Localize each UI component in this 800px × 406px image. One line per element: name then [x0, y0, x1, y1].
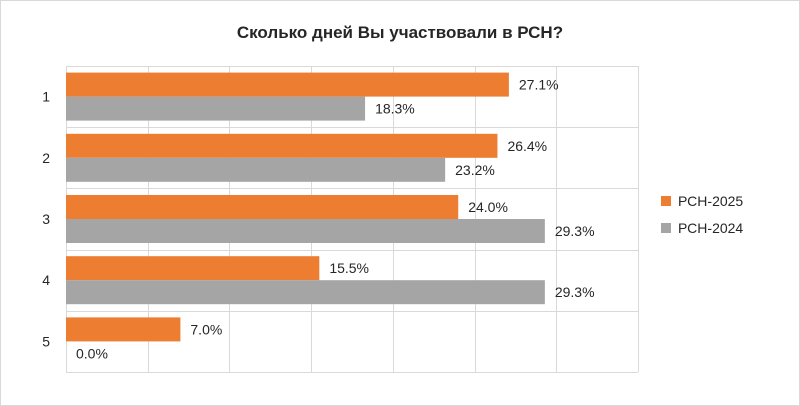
bar-РСН-2025 [66, 133, 498, 158]
data-label: 29.3% [555, 223, 595, 239]
bar-РСН-2025 [66, 72, 509, 97]
data-label: 7.0% [190, 321, 222, 337]
bar-РСН-2025 [66, 256, 320, 281]
category-label: 2 [42, 150, 50, 166]
legend-swatch [661, 196, 671, 206]
category-label: 3 [42, 211, 50, 227]
data-label: 0.0% [76, 345, 108, 361]
category-label: 5 [42, 333, 50, 349]
bar-РСН-2024 [66, 280, 545, 305]
data-label: 27.1% [519, 77, 559, 93]
data-label: 18.3% [375, 101, 415, 117]
legend: РСН-2025 РСН-2024 [661, 193, 743, 236]
legend-label: РСН-2025 [678, 193, 743, 209]
bar-РСН-2025 [66, 195, 459, 219]
category-label: 4 [42, 272, 50, 288]
category-labels: 1 2 3 4 5 [42, 89, 50, 350]
data-label: 23.2% [455, 162, 495, 178]
bar-РСН-2024 [66, 96, 366, 121]
data-label: 15.5% [329, 260, 369, 276]
legend-swatch [661, 223, 671, 233]
bar-РСН-2024 [66, 157, 446, 182]
data-label: 24.0% [468, 199, 508, 215]
data-label: 26.4% [507, 138, 547, 154]
category-label: 1 [42, 89, 50, 105]
bar-РСН-2024 [66, 219, 545, 243]
legend-label: РСН-2024 [678, 220, 743, 236]
bars [66, 72, 545, 342]
data-labels: 27.1% 18.3% 26.4% 23.2% 24.0% 29.3% 15.5% 29.3%… [76, 77, 595, 362]
bar-РСН-2025 [66, 317, 181, 342]
data-label: 29.3% [555, 284, 595, 300]
chart-title: Сколько дней Вы участвовали в РСН? [237, 23, 563, 42]
